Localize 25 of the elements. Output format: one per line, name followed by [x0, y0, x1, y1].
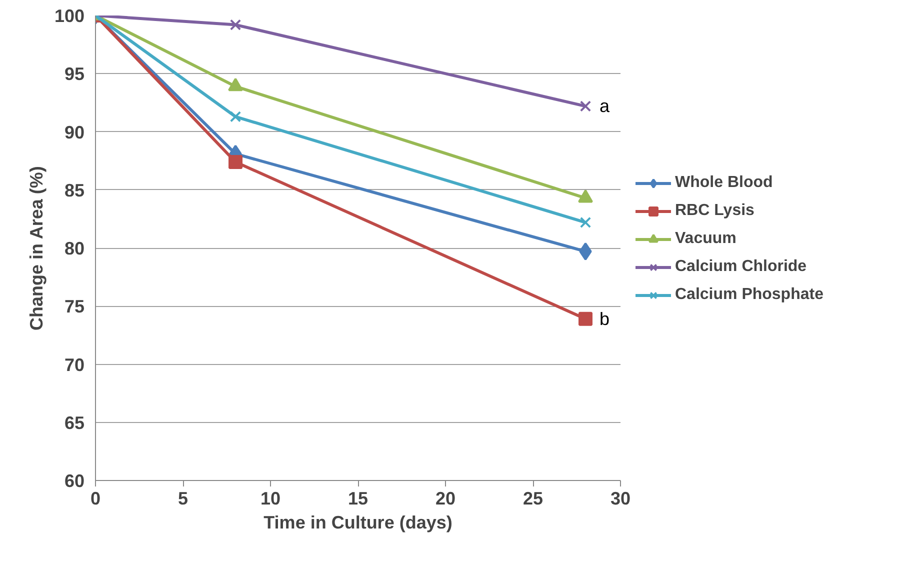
x-tick-label: 20 [435, 488, 456, 508]
legend-label: Calcium Phosphate [675, 286, 824, 304]
x-tick-label: 15 [348, 488, 368, 508]
y-tick-label: 65 [64, 412, 85, 433]
x-tick-label: 25 [522, 488, 544, 508]
legend-label: RBC Lysis [675, 202, 754, 220]
y-tick-label: 85 [64, 180, 85, 200]
y-tick-label: 100 [54, 6, 85, 26]
y-tick-label: 75 [64, 296, 85, 317]
y-tick-label: 90 [64, 122, 85, 142]
x-tick-label: 30 [610, 488, 631, 508]
y-tick-label: 60 [64, 471, 85, 491]
x-axis-title: Time in Culture (days) [264, 512, 452, 532]
x-tick-label: 0 [90, 488, 101, 508]
y-tick-label: 70 [64, 354, 85, 375]
legend-label: Vacuum [675, 230, 736, 248]
y-axis-title: Change in Area (%) [26, 166, 46, 331]
y-tick-label: 95 [64, 64, 85, 84]
annotation: a [600, 96, 610, 116]
annotation: b [600, 308, 610, 329]
legend-label: Whole Blood [675, 174, 773, 192]
x-tick-label: 5 [178, 488, 188, 508]
x-tick-label: 10 [260, 488, 281, 508]
legend-label: Calcium Chloride [675, 258, 807, 276]
y-tick-label: 80 [64, 238, 85, 258]
